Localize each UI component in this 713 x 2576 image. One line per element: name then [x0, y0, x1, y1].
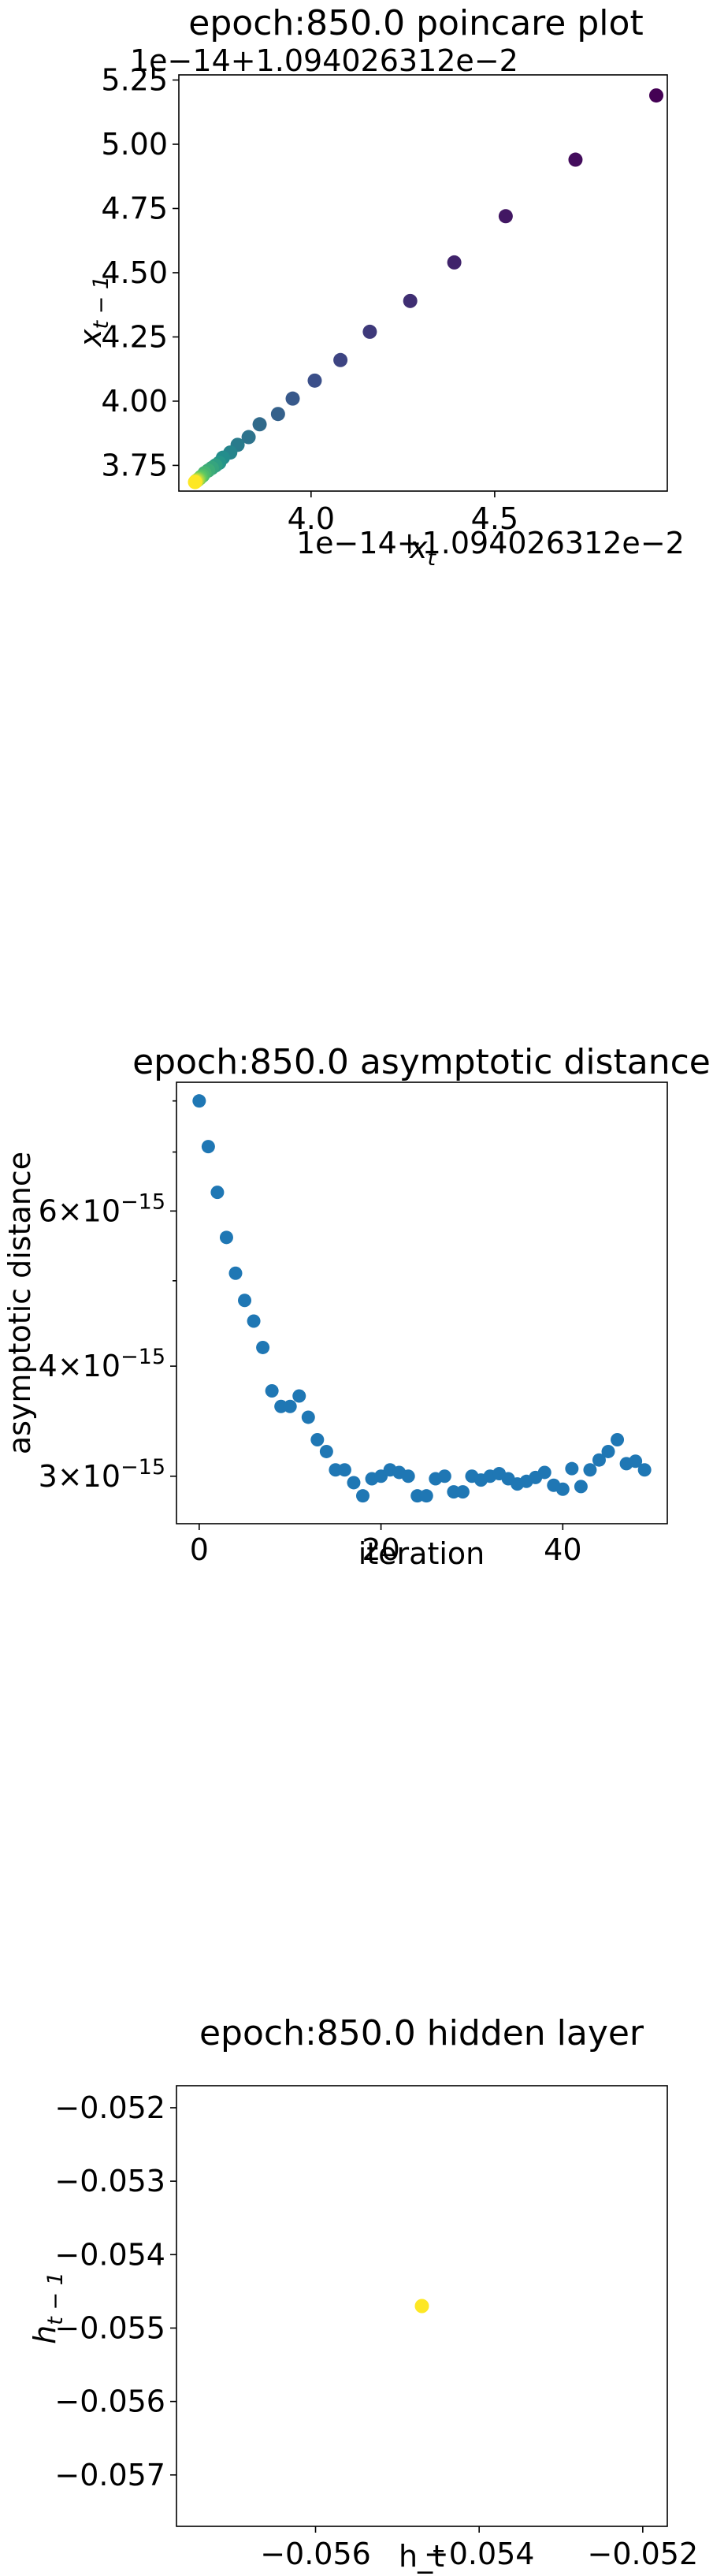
asymptotic-point	[555, 1482, 570, 1496]
asymptotic-x-label: iteration	[358, 1536, 485, 1571]
poincare-y-tick-label: 3.75	[101, 448, 168, 482]
asymptotic-point	[565, 1461, 579, 1476]
poincare-y-tick-label: 4.25	[101, 319, 168, 354]
hidden-y-tick-label: −0.056	[54, 2384, 165, 2419]
asymptotic-point	[611, 1433, 625, 1447]
asymptotic-point	[292, 1389, 306, 1403]
asymptotic-point	[319, 1444, 333, 1458]
hidden-y-tick-label: −0.052	[54, 2090, 165, 2125]
poincare-x-ticks: 4.0 4.5	[288, 491, 518, 536]
poincare-points	[188, 88, 664, 490]
poincare-point	[568, 152, 583, 167]
poincare-x-label: xt	[409, 530, 437, 571]
asymptotic-point	[265, 1383, 279, 1398]
poincare-point	[498, 209, 513, 224]
svg-text:xt − 1: xt − 1	[73, 276, 113, 348]
poincare-point	[333, 352, 348, 367]
asymptotic-point	[537, 1465, 551, 1480]
hidden-title: epoch:850.0 hidden layer	[199, 2013, 644, 2053]
asymptotic-point	[301, 1410, 315, 1424]
poincare-x-offset-text: 1e−14+1.094026312e−2	[296, 526, 685, 560]
poincare-x-tick-label: 4.0	[288, 501, 335, 536]
poincare-point	[270, 407, 285, 422]
asymptotic-point	[210, 1186, 225, 1200]
asymptotic-point	[419, 1489, 433, 1503]
hidden-x-ticks: −0.056 −0.054 −0.052	[260, 2526, 698, 2571]
asymptotic-point	[401, 1469, 415, 1483]
hidden-y-tick-label: −0.055	[54, 2310, 165, 2345]
poincare-point	[307, 373, 322, 388]
asymptotic-point	[310, 1433, 325, 1447]
poincare-point	[241, 430, 256, 445]
asymptotic-point	[574, 1480, 588, 1494]
hidden-x-label: h_t	[399, 2539, 444, 2574]
asymptotic-y-tick-label: 6×10−15	[39, 1189, 165, 1228]
poincare-y-tick-label: 4.00	[101, 384, 168, 419]
asymptotic-x-tick-label: 20	[362, 1532, 399, 1567]
poincare-chart: epoch:850.0 poincare plot 1e−14+1.094026…	[73, 3, 685, 571]
hidden-y-tick-label: −0.053	[54, 2164, 165, 2198]
asymptotic-point	[337, 1463, 351, 1477]
hidden-y-tick-label: −0.054	[54, 2237, 165, 2272]
asymptotic-point	[437, 1469, 451, 1483]
asymptotic-point	[238, 1294, 252, 1308]
hidden-point	[414, 2299, 429, 2314]
hidden-y-ticks: −0.052 −0.053 −0.054 −0.055 −0.056 −0.057	[54, 2090, 176, 2492]
svg-text:ht − 1: ht − 1	[28, 2272, 68, 2344]
asymptotic-y-label: asymptotic distance	[2, 1152, 37, 1454]
poincare-y-tick-label: 5.25	[101, 63, 168, 98]
asymptotic-x-tick-label: 0	[190, 1532, 209, 1567]
asymptotic-point	[256, 1340, 270, 1354]
asymptotic-x-tick-label: 40	[544, 1532, 581, 1567]
poincare-x-tick-label: 4.5	[471, 501, 518, 536]
poincare-plot-area	[178, 74, 668, 492]
asymptotic-point	[228, 1266, 243, 1280]
svg-text:xt: xt	[409, 530, 437, 571]
asymptotic-points	[192, 1094, 652, 1503]
asymptotic-point	[455, 1485, 470, 1499]
asymptotic-point	[201, 1140, 215, 1154]
asymptotic-point	[592, 1453, 606, 1467]
asymptotic-point	[629, 1454, 643, 1469]
poincare-point	[362, 324, 377, 339]
hidden-points	[414, 2299, 429, 2314]
asymptotic-point	[219, 1230, 233, 1245]
hidden-y-tick-label: −0.057	[54, 2458, 165, 2492]
poincare-y-offset-text: 1e−14+1.094026312e−2	[130, 43, 518, 78]
poincare-title: epoch:850.0 poincare plot	[188, 3, 643, 43]
poincare-point	[447, 255, 462, 270]
poincare-point	[285, 391, 300, 406]
poincare-y-tick-label: 5.00	[101, 127, 168, 162]
poincare-y-label: xt − 1	[73, 276, 113, 348]
hidden-plot-area	[176, 2085, 668, 2527]
asymptotic-point	[247, 1314, 261, 1328]
poincare-y-tick-label: 4.50	[101, 255, 168, 290]
hidden-y-label: ht − 1	[28, 2272, 68, 2344]
poincare-point	[188, 475, 202, 490]
asymptotic-point	[283, 1399, 297, 1413]
asymptotic-point	[583, 1463, 597, 1477]
asymptotic-plot-area	[176, 1081, 668, 1524]
asymptotic-point	[637, 1463, 652, 1477]
poincare-y-tick-label: 4.75	[101, 191, 168, 225]
poincare-point	[649, 88, 664, 103]
asymptotic-point	[192, 1094, 206, 1108]
poincare-y-ticks: 3.75 4.00 4.25 4.50 4.75 5.00 5.25	[101, 63, 179, 482]
poincare-point	[252, 417, 267, 432]
asymptotic-point	[601, 1444, 615, 1458]
hidden-x-tick-label: −0.052	[588, 2537, 699, 2571]
asymptotic-x-ticks: 0 20 40	[190, 1524, 582, 1567]
hidden-x-tick-label: −0.056	[260, 2537, 371, 2571]
poincare-point	[403, 293, 418, 308]
asymptotic-y-ticks: 3×10−15 4×10−15 6×10−15	[39, 1100, 176, 1494]
asymptotic-title: epoch:850.0 asymptotic distance	[132, 1042, 711, 1082]
asymptotic-y-tick-label: 4×10−15	[39, 1345, 165, 1383]
asymptotic-y-tick-label: 3×10−15	[39, 1455, 165, 1494]
asymptotic-point	[347, 1476, 361, 1490]
asymptotic-chart: epoch:850.0 asymptotic distance 3×10−15 4…	[2, 1042, 711, 1571]
asymptotic-point	[356, 1489, 370, 1503]
hidden-chart: epoch:850.0 hidden layer −0.052−0.053−0.…	[28, 2013, 698, 2574]
hidden-x-tick-label: −0.054	[424, 2537, 535, 2571]
